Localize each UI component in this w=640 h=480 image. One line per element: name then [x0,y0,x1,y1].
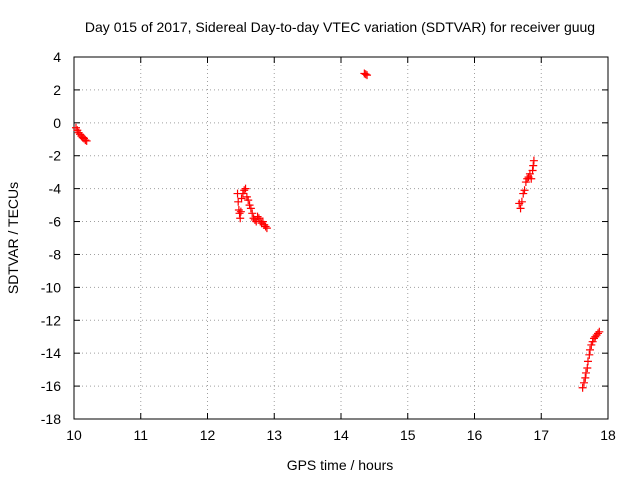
data-point [248,209,257,218]
y-tick-label: -10 [41,279,61,295]
plot-frame [73,56,609,420]
data-point [261,222,270,231]
data-point [254,214,263,223]
data-point [579,378,588,387]
data-point [529,161,538,170]
x-tick-label: 17 [533,427,549,443]
y-tick-label: -8 [49,246,62,262]
data-point [587,340,596,349]
data-point [519,189,528,198]
x-tick-label: 14 [333,427,349,443]
data-point [516,204,525,213]
data-point [235,209,244,218]
data-point [583,357,592,366]
x-axis-label: GPS time / hours [287,457,394,473]
data-point [520,186,529,195]
y-tick-label: -6 [49,214,62,230]
data-point [585,345,594,354]
data-point [363,71,372,80]
data-point [585,350,594,359]
data-point [262,224,271,233]
y-tick-label: 0 [53,115,61,131]
y-tick-label: 2 [53,82,61,98]
y-tick-label: -2 [49,148,62,164]
x-tick-labels: 10 11 12 13 14 15 16 17 18 [66,427,616,443]
data-point [521,178,530,187]
data-point [245,201,254,210]
data-point [527,174,536,183]
y-axis-label: SDTVAR / TECUs [5,182,21,294]
data-point [253,212,262,221]
x-tick-label: 16 [467,427,483,443]
y-tick-label: -12 [41,312,61,328]
data-point [581,373,590,382]
data-point [581,368,590,377]
x-tick-label: 15 [400,427,416,443]
data-point [82,136,91,145]
data-point [242,192,251,201]
data-point [244,196,253,205]
x-tick-label: 12 [200,427,216,443]
y-tick-labels: 4 2 0 -2 -4 -6 -8 -10 -12 -14 -16 -18 [41,49,61,427]
x-tick-label: 13 [266,427,282,443]
data-points [72,69,604,392]
data-point [238,189,247,198]
x-tick-label: 11 [133,427,148,443]
data-point [528,166,537,175]
grid-lines [74,57,608,419]
x-tick-label: 10 [66,427,82,443]
data-point [361,70,370,79]
data-point [517,197,526,206]
data-point [234,206,243,215]
chart-title: Day 015 of 2017, Sidereal Day-to-day VTE… [85,19,595,35]
data-point [236,214,245,223]
y-tick-label: -14 [41,345,61,361]
data-point [258,217,267,226]
y-tick-label: -18 [41,411,61,427]
y-tick-label: -4 [49,181,62,197]
data-point [583,363,592,372]
data-point [246,204,255,213]
y-tick-label: 4 [53,49,61,65]
data-point [529,156,538,165]
data-point [595,327,604,336]
data-point [237,194,246,203]
data-point [593,329,602,338]
data-point [241,184,250,193]
data-point [578,383,587,392]
data-point [588,337,597,346]
data-point [236,207,245,216]
data-point [81,136,90,145]
data-point [234,197,243,206]
y-tick-label: -16 [41,378,61,394]
x-tick-label: 18 [600,427,616,443]
data-point [240,186,249,195]
